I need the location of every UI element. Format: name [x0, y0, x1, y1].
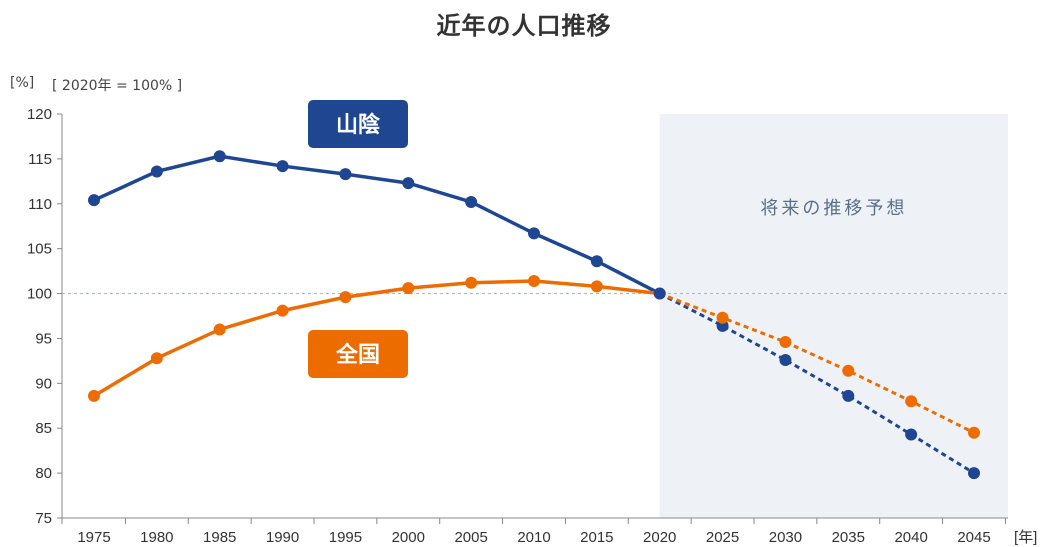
x-tick-label: 2035 — [832, 529, 865, 546]
x-tick-label: 2005 — [454, 529, 487, 546]
data-point — [590, 280, 603, 293]
data-point — [213, 150, 226, 163]
data-point — [276, 304, 289, 317]
forecast-label: 将来の推移予想 — [760, 198, 907, 219]
x-tick-label: 2025 — [706, 529, 739, 546]
series-forecast-line — [659, 292, 975, 435]
y-tick-label: 95 — [35, 330, 52, 347]
data-point — [465, 195, 478, 208]
x-tick-label: 2045 — [957, 529, 990, 546]
y-tick-label: 75 — [35, 510, 52, 527]
x-tick-label: 1995 — [329, 529, 362, 546]
series-badge — [308, 330, 408, 378]
data-point — [779, 336, 792, 349]
x-tick-label: 2000 — [392, 529, 425, 546]
data-point — [590, 255, 603, 268]
data-point — [276, 160, 289, 173]
series-badge — [308, 100, 408, 148]
y-tick-label: 115 — [28, 151, 52, 168]
x-axis-label: [年] — [1014, 529, 1037, 546]
data-point — [905, 395, 918, 408]
data-point — [150, 352, 163, 365]
chart-title: 近年の人口推移 — [436, 12, 612, 40]
x-tick-label: 1985 — [203, 529, 236, 546]
data-point — [88, 389, 100, 402]
data-point — [402, 282, 415, 295]
x-tick-label: 2010 — [517, 529, 550, 546]
x-tick-label: 2020 — [643, 529, 676, 546]
data-point — [528, 227, 540, 240]
base-year-label: [ 2020年 = 100% ] — [52, 78, 183, 94]
data-point — [968, 467, 980, 480]
x-tick-label: 2040 — [894, 529, 927, 546]
data-point — [213, 323, 226, 336]
data-point — [653, 287, 666, 300]
data-point — [339, 291, 352, 304]
data-point — [402, 177, 415, 190]
data-point — [905, 428, 918, 441]
y-tick-label: 120 — [27, 106, 52, 123]
x-tick-label: 2030 — [769, 529, 802, 546]
data-point — [528, 274, 540, 287]
y-unit-label: [%] — [10, 75, 35, 91]
series-badge-label: 山陰 — [336, 112, 381, 138]
y-tick-label: 80 — [35, 465, 52, 482]
data-point — [88, 194, 100, 207]
data-point — [150, 165, 163, 178]
series-badge-label: 全国 — [335, 342, 380, 368]
y-tick-label: 90 — [35, 375, 52, 392]
data-point — [339, 168, 352, 181]
data-point — [716, 311, 729, 324]
y-tick-label: 110 — [28, 196, 52, 213]
x-tick-label: 2015 — [580, 529, 613, 546]
x-tick-label: 1980 — [140, 529, 173, 546]
x-tick-label: 1975 — [77, 529, 110, 546]
data-point — [465, 276, 478, 289]
series-forecast-line — [659, 292, 975, 475]
y-tick-label: 105 — [27, 241, 52, 258]
data-point — [842, 389, 855, 402]
data-point — [779, 353, 792, 366]
y-tick-label: 100 — [27, 286, 52, 303]
y-tick-label: 85 — [35, 420, 52, 437]
series-line — [93, 279, 660, 398]
series-line — [93, 154, 661, 296]
x-tick-label: 1990 — [266, 529, 299, 546]
data-point — [842, 364, 855, 377]
data-point — [968, 426, 980, 439]
forecast-region — [659, 114, 1008, 518]
